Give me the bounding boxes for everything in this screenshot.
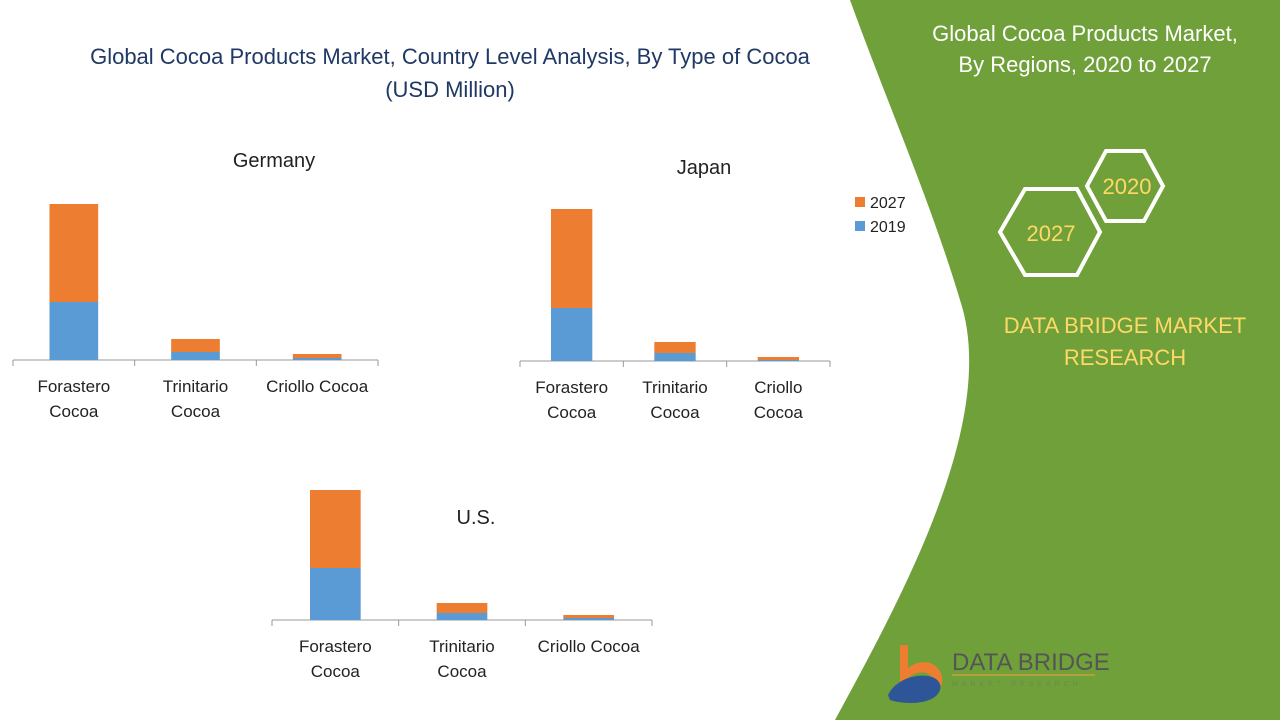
- bar-2027: [551, 209, 593, 308]
- bar-2027: [654, 342, 696, 353]
- category-label: Cocoa: [754, 403, 804, 422]
- chart-title: Germany: [233, 150, 315, 172]
- bar-2027: [563, 615, 614, 618]
- category-label: Trinitario: [429, 637, 495, 656]
- bar-2019: [292, 358, 342, 360]
- category-label: Forastero: [535, 378, 608, 397]
- chart-title: Japan: [677, 157, 732, 179]
- bar-2027: [757, 357, 799, 360]
- category-label: Cocoa: [437, 662, 487, 681]
- legend: 2027 2019: [855, 195, 906, 236]
- side-heading: Global Cocoa Products Market, By Regions…: [932, 21, 1238, 77]
- bar-2019: [757, 360, 799, 361]
- hex-label-2020: 2020: [1103, 174, 1152, 199]
- category-label: Criollo Cocoa: [538, 637, 641, 656]
- chart-japan: Japan Forastero Cocoa Trinitario Cocoa Crioll…: [519, 157, 831, 422]
- bar-2027: [171, 339, 220, 352]
- category-label: Trinitario: [163, 377, 229, 396]
- category-label: Cocoa: [171, 402, 221, 421]
- category-label: Criollo Cocoa: [266, 377, 369, 396]
- data-bridge-logo: DATA BRIDGE MARKET RESEARCH: [888, 645, 1110, 703]
- chart-title: U.S.: [457, 507, 496, 529]
- category-label: Cocoa: [311, 662, 361, 681]
- legend-swatch: [855, 221, 865, 231]
- legend-label: 2027: [870, 195, 906, 212]
- svg-text:DATA BRIDGE: DATA BRIDGE: [952, 649, 1110, 676]
- bar-2019: [310, 568, 361, 620]
- bar-2019: [551, 308, 593, 361]
- category-label: Cocoa: [49, 402, 99, 421]
- bar-2027: [292, 354, 342, 358]
- hexagon-2027: [997, 187, 1103, 277]
- bar-2027: [49, 204, 99, 302]
- charts: Germany Forastero Cocoa Trinitario Cocoa Crio…: [12, 150, 906, 681]
- bar-2027: [436, 603, 488, 613]
- svg-text:MARKET RESEARCH: MARKET RESEARCH: [952, 681, 1082, 688]
- bar-2019: [654, 353, 696, 361]
- hex-label-2027: 2027: [1027, 221, 1076, 246]
- bar-2019: [563, 618, 614, 620]
- hexagon-2020: [1084, 149, 1166, 223]
- bar-2019: [171, 352, 220, 360]
- bar-2027: [310, 490, 361, 568]
- category-label: Cocoa: [650, 403, 700, 422]
- main-title: Global Cocoa Products Market, Country Le…: [90, 44, 810, 102]
- brand-text: DATA BRIDGE MARKET RESEARCH: [1003, 313, 1247, 370]
- legend-label: 2019: [870, 219, 906, 236]
- bar-2019: [49, 302, 99, 360]
- chart-us: U.S. Forastero Cocoa Trinitario Cocoa Criollo…: [271, 490, 653, 681]
- bar-2019: [436, 613, 488, 620]
- chart-germany: Germany Forastero Cocoa Trinitario Cocoa Crio…: [12, 150, 379, 421]
- category-label: Trinitario: [642, 378, 708, 397]
- category-label: Cocoa: [547, 403, 597, 422]
- legend-swatch: [855, 197, 865, 207]
- category-label: Forastero: [299, 637, 372, 656]
- category-label: Criollo: [754, 378, 802, 397]
- category-label: Forastero: [37, 377, 110, 396]
